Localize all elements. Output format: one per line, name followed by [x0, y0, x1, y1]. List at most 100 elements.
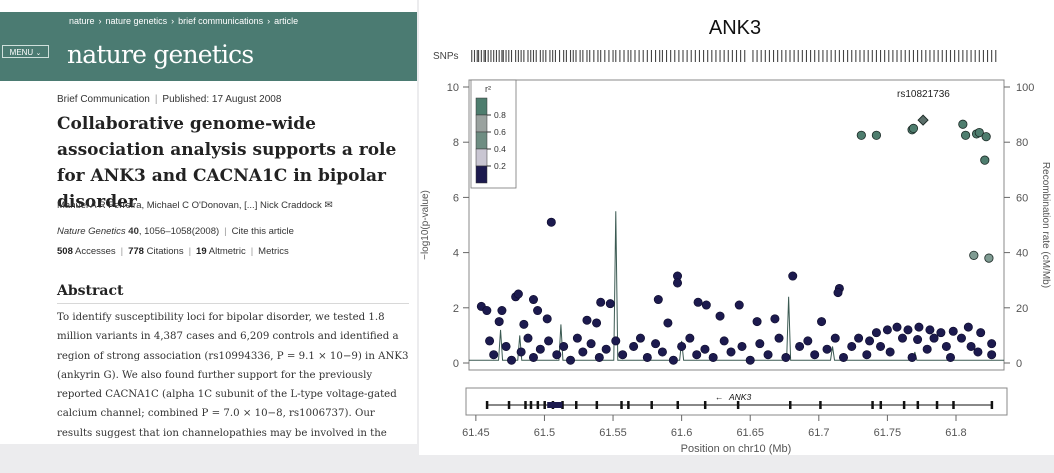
volume-number: 40: [128, 226, 139, 237]
low-ld-snp-point: [519, 319, 529, 329]
low-ld-snp-point: [719, 336, 729, 346]
low-ld-snp-point: [922, 344, 932, 354]
breadcrumb-brief-communications[interactable]: brief communications: [178, 16, 264, 26]
low-ld-snp-point: [642, 352, 652, 362]
y2-tick-label: 60: [1016, 192, 1028, 204]
low-ld-snp-point: [956, 333, 966, 343]
gene-exon: [789, 401, 792, 409]
abstract-text: To identify susceptibility loci for bipo…: [57, 312, 409, 439]
low-ld-snp-point: [830, 333, 840, 343]
y2-tick-label: 40: [1016, 248, 1028, 260]
abstract-divider: [57, 303, 409, 304]
r2-legend: r² 0.8 0.6 0.4 0.2: [470, 79, 517, 189]
low-ld-snp-point: [822, 344, 832, 354]
low-ld-snp-point: [795, 341, 805, 351]
low-ld-snp-point: [847, 341, 857, 351]
legend-swatch: [475, 165, 488, 184]
low-ld-snp-point: [948, 326, 958, 336]
y-axis: 0 2 4 6 8 10: [447, 82, 469, 370]
low-ld-snp-point: [885, 347, 895, 357]
low-ld-snp-point: [788, 271, 798, 281]
breadcrumb-nature-genetics[interactable]: nature genetics: [105, 16, 168, 26]
chart-title: ANK3: [709, 17, 761, 39]
low-ld-snp-point: [489, 350, 499, 360]
low-ld-snp-point: [596, 297, 606, 307]
breadcrumb-nature[interactable]: nature: [69, 16, 95, 26]
article-type: Brief Communication: [57, 94, 150, 105]
high-ld-snp-point: [908, 123, 919, 133]
legend-labels: 0.8 0.6 0.4 0.2: [487, 110, 506, 171]
low-ld-snp-point: [528, 295, 538, 305]
y-tick-label: 6: [453, 192, 459, 204]
low-ld-snp-point: [752, 317, 762, 327]
x-tick-label: 61.45: [462, 427, 490, 439]
low-ld-snp-point: [653, 295, 663, 305]
y2-tick-label: 0: [1016, 358, 1022, 370]
gene-exon-cluster: [547, 402, 563, 408]
low-ld-snp-point: [907, 352, 917, 362]
y2-tick-label: 80: [1016, 137, 1028, 149]
gene-exon: [561, 401, 564, 409]
legend-swatch: [475, 114, 488, 133]
low-ld-snp-point: [914, 322, 924, 332]
low-ld-snp-point: [494, 317, 504, 327]
journal-logo[interactable]: nature genetics: [67, 40, 254, 69]
menu-button[interactable]: MENU ⌄: [2, 45, 49, 58]
y-tick-label: 4: [453, 248, 459, 260]
y-tick-label: 0: [453, 358, 459, 370]
low-ld-snp-point: [987, 350, 997, 360]
y2-tick-label: 20: [1016, 303, 1028, 315]
snp-rug: [471, 50, 997, 62]
low-ld-snp-point: [618, 350, 628, 360]
high-ld-snp-point: [981, 132, 991, 142]
breadcrumb-article: article: [274, 16, 299, 26]
gene-label: ANK3: [728, 392, 751, 402]
cite-this-article-link[interactable]: Cite this article: [231, 226, 294, 237]
low-ld-snp-point: [734, 300, 744, 310]
x-tick-label: 61.75: [874, 427, 902, 439]
low-ld-snp-point: [544, 336, 554, 346]
low-ld-snp-point: [629, 341, 639, 351]
low-ld-snp-point: [523, 333, 533, 343]
low-ld-snp-point: [941, 341, 951, 351]
low-ld-snp-point: [936, 328, 946, 338]
altmetric-label: Altmetric: [208, 246, 246, 257]
gene-exon: [703, 401, 707, 409]
high-ld-snp-point: [980, 155, 990, 165]
y-tick-label: 2: [453, 303, 459, 315]
breadcrumb-separator: ›: [98, 16, 102, 26]
low-ld-snp-point: [838, 352, 848, 362]
low-ld-snp-point: [497, 306, 507, 316]
metrics-link[interactable]: Metrics: [258, 246, 289, 257]
low-ld-snp-point: [976, 328, 986, 338]
low-ld-snp-point: [586, 339, 596, 349]
low-ld-snp-point: [963, 322, 973, 332]
altmetric-count: 19: [196, 246, 207, 257]
low-ld-snp-point: [693, 297, 703, 307]
gene-exon: [871, 401, 874, 409]
low-ld-snp-point: [966, 341, 976, 351]
low-ld-snp-point: [810, 350, 820, 360]
low-ld-snp-point: [542, 314, 552, 324]
low-ld-snp-point: [566, 355, 576, 365]
email-icon[interactable]: ✉: [324, 200, 333, 211]
gene-exon: [902, 401, 906, 409]
low-ld-snp-point: [535, 344, 545, 354]
breadcrumb: nature › nature genetics › brief communicati…: [69, 16, 298, 26]
authors-text[interactable]: Manuel A R Ferreira, Michael C O'Donovan…: [57, 200, 322, 211]
gene-exon: [990, 401, 994, 409]
low-ld-snp-point: [701, 300, 711, 310]
chevron-down-icon: ⌄: [35, 50, 42, 57]
low-ld-snp-point: [708, 352, 718, 362]
low-ld-snp-point: [925, 325, 935, 335]
low-ld-snp-point: [533, 306, 543, 316]
gene-exon: [650, 401, 653, 409]
low-ld-snp-point: [903, 325, 913, 335]
low-ld-snp-point: [673, 278, 683, 288]
low-ld-snp-point: [635, 333, 645, 343]
low-ld-points: [476, 217, 997, 365]
y2-axis-label: Recombination rate (cM/Mb): [1040, 162, 1051, 288]
low-ld-snp-point: [745, 355, 755, 365]
low-ld-snp-point: [700, 344, 710, 354]
low-ld-snp-point: [516, 347, 526, 357]
